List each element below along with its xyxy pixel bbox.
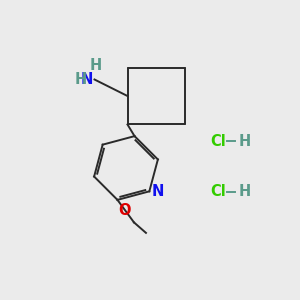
Text: H: H xyxy=(238,134,251,148)
Text: H: H xyxy=(90,58,102,74)
Text: N: N xyxy=(152,184,164,199)
Text: Cl: Cl xyxy=(210,184,226,200)
Text: Cl: Cl xyxy=(210,134,226,148)
Text: N: N xyxy=(81,72,93,87)
Text: O: O xyxy=(118,202,131,217)
Text: H: H xyxy=(238,184,251,200)
Text: H: H xyxy=(75,72,87,87)
